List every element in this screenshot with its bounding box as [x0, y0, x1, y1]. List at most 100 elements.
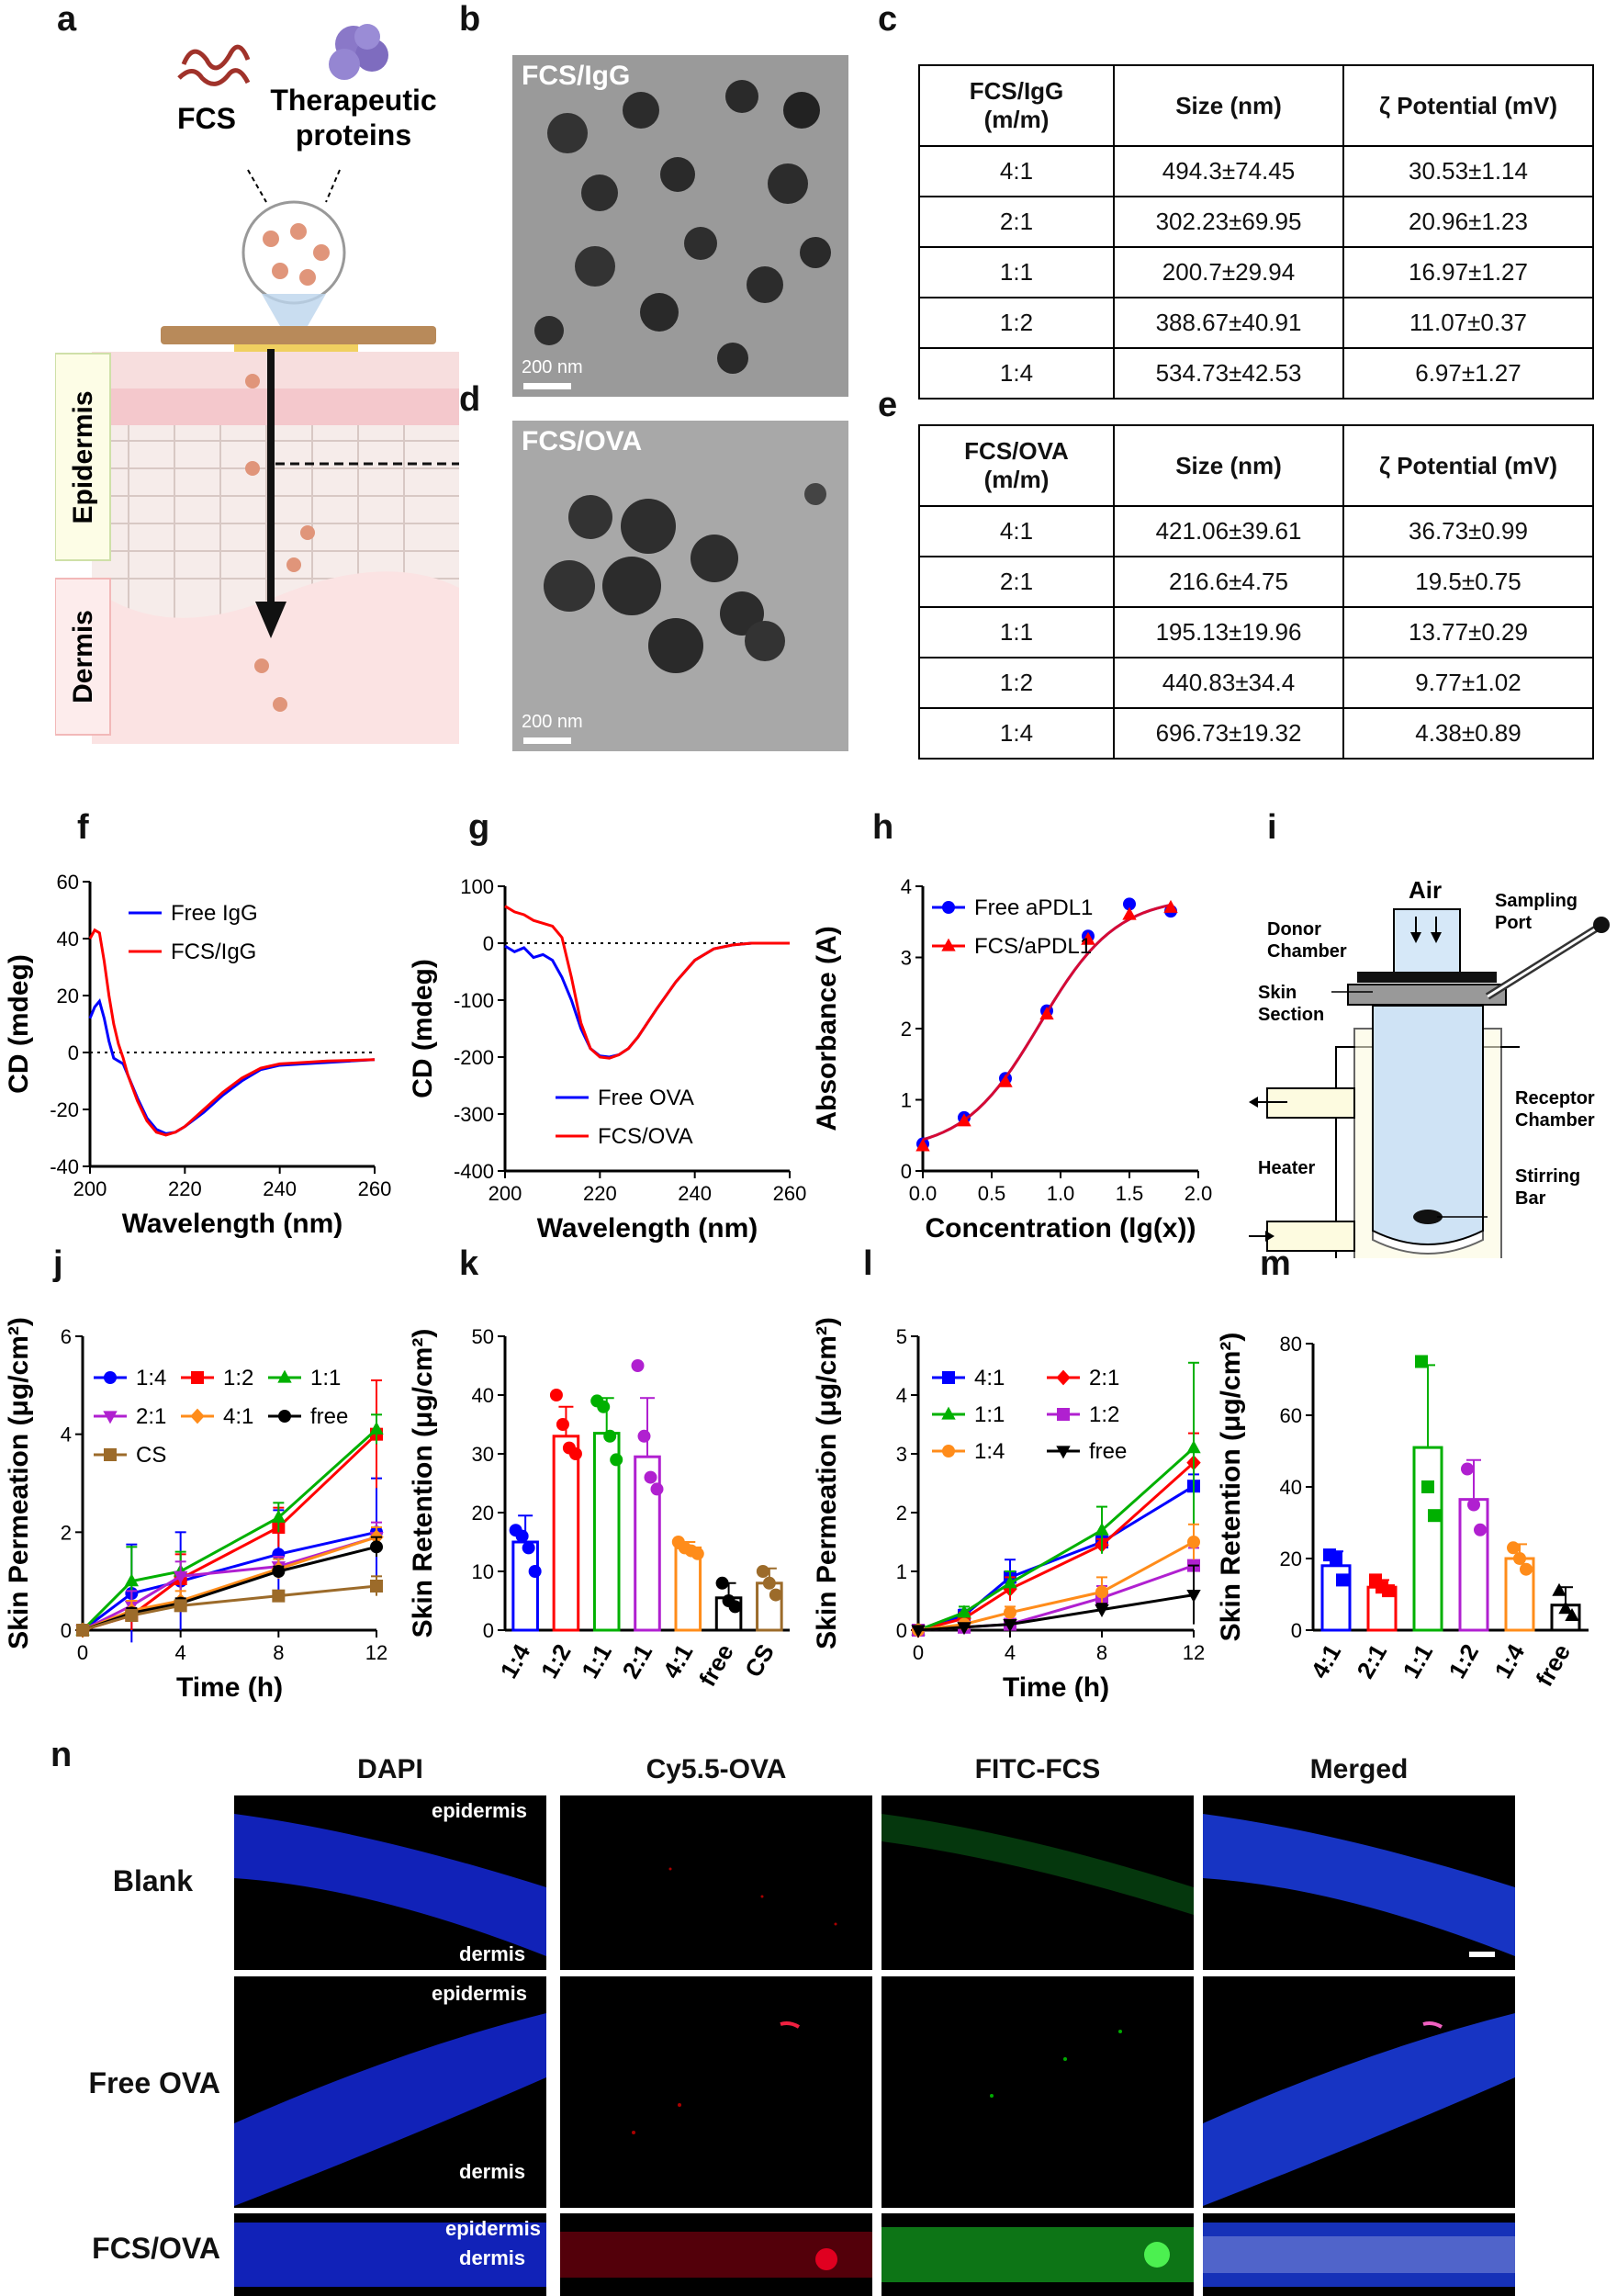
data-point: [728, 1600, 742, 1614]
data-point: [915, 1138, 930, 1152]
data-point: [1187, 1536, 1200, 1548]
legend-marker: [1057, 1408, 1070, 1421]
y-tick-label: -400: [454, 1160, 494, 1183]
series-line-2:1: [917, 1461, 1196, 1632]
table-row: 1:4 534.73±42.53 6.97±1.27: [918, 347, 1594, 400]
tem-title-igg: FCS/IgG: [522, 61, 631, 91]
legend-marker: [190, 1408, 205, 1424]
chart-j-permeation-igg: 0 2 4 6 0 4 8 12 Time (h) Skin Permeation (μg/cm²…: [4, 1317, 387, 1703]
table-fcs-ova: FCS/OVA (m/m) Size (nm) ζ Potential (mV) …: [918, 424, 1594, 760]
dermis-label: Dermis: [68, 610, 98, 703]
x-tick-label: 220: [583, 1182, 617, 1205]
therapeutic-protein-icon: [329, 24, 388, 80]
x-tick-label: 12: [365, 1641, 387, 1664]
category-label: 1:2: [1443, 1639, 1484, 1683]
data-point: [515, 1529, 529, 1543]
chart-h-absorbance: 0 1 2 3 4 0.0 0.5 1.0 1.5 2.0 Concentration (lg(x)…: [812, 875, 1212, 1244]
tem-image-fcs-ova: FCS/OVA 200 nm: [512, 421, 848, 751]
y-tick-label: 1: [896, 1560, 907, 1583]
y-tick-label: 4: [896, 1384, 907, 1407]
y-tick-label: 0: [61, 1619, 72, 1642]
data-point: [1095, 1522, 1109, 1536]
skin-section-icon: [1347, 984, 1507, 1006]
x-tick-label: 200: [73, 1177, 107, 1200]
y-axis-label: Skin Permeation (μg/cm²): [4, 1317, 34, 1649]
y-tick-label: -300: [454, 1103, 494, 1126]
legend-label: FCS/IgG: [171, 940, 256, 964]
fcs-polymer-icon: [177, 44, 251, 86]
y-tick-label: 100: [460, 875, 494, 898]
table-e-header-ratio: FCS/OVA (m/m): [918, 424, 1115, 507]
x-tick-label: 1.0: [1047, 1182, 1075, 1205]
y-tick-label: 30: [472, 1443, 494, 1466]
data-point: [1520, 1562, 1533, 1576]
sampling-label-2: Port: [1495, 913, 1532, 933]
heater-label: Heater: [1258, 1158, 1315, 1178]
y-tick-label: 5: [896, 1325, 907, 1348]
legend-marker: [1056, 1446, 1071, 1459]
data-point: [1513, 1552, 1526, 1565]
y-tick-label: 40: [57, 928, 79, 951]
data-point: [957, 1604, 971, 1618]
data-point: [1095, 1604, 1109, 1617]
y-tick-label: 50: [472, 1325, 494, 1348]
data-point: [271, 1509, 286, 1523]
tem-particles-igg: [534, 80, 831, 374]
data-point: [603, 1429, 617, 1443]
tem-image-fcs-igg: FCS/IgG 200 nm: [512, 55, 848, 397]
micro-free-fitc: [881, 1976, 1194, 2208]
data-point: [1461, 1462, 1474, 1476]
category-label: 1:1: [576, 1639, 617, 1683]
x-tick-label: 4: [1005, 1641, 1016, 1664]
row-head-fcs-ova: FCS/OVA: [92, 2232, 220, 2265]
y-axis-label: CD (mdeg): [4, 954, 34, 1094]
y-tick-label: 20: [472, 1502, 494, 1525]
data-point: [957, 1113, 971, 1127]
category-label: 1:4: [1488, 1639, 1530, 1683]
legend-label: Free OVA: [598, 1086, 694, 1110]
data-point: [1382, 1584, 1395, 1598]
table-row: 1:1 195.13±19.96 13.77±0.29: [918, 606, 1594, 658]
table-row: 1:2 440.83±34.4 9.77±1.02: [918, 657, 1594, 709]
data-point: [715, 1576, 729, 1590]
table-e-header-zeta: ζ Potential (mV): [1342, 424, 1594, 507]
y-tick-label: 10: [472, 1560, 494, 1583]
stirring-label-2: Bar: [1515, 1188, 1546, 1209]
panel-letter-d: d: [459, 380, 481, 419]
x-tick-label: 0.5: [978, 1182, 1006, 1205]
scale-label-igg: 200 nm: [522, 357, 583, 377]
panel-letter-c: c: [878, 0, 898, 39]
panel-letter-l: l: [863, 1244, 873, 1283]
y-tick-label: 2: [901, 1018, 912, 1041]
data-point: [124, 1573, 140, 1587]
col-head-cy55: Cy5.5-OVA: [646, 1754, 787, 1784]
scale-label-ova: 200 nm: [522, 712, 583, 732]
y-tick-label: 3: [901, 947, 912, 970]
micro-fcs-dapi: epidermis dermis: [234, 2213, 546, 2296]
panel-letter-j: j: [53, 1244, 63, 1283]
x-tick-label: 200: [488, 1182, 522, 1205]
legend-marker: [104, 1448, 117, 1461]
data-point: [650, 1482, 664, 1496]
table-row: 4:1 421.06±39.61 36.73±0.99: [918, 505, 1594, 557]
skin-label-1: Skin: [1258, 983, 1297, 1003]
data-point: [1163, 899, 1178, 913]
panel-letter-f: f: [77, 808, 89, 847]
category-label: 1:1: [1397, 1639, 1438, 1683]
data-point: [1004, 1605, 1016, 1619]
x-tick-label: 240: [678, 1182, 712, 1205]
panel-letter-k: k: [459, 1244, 479, 1283]
legend-marker: [191, 1371, 204, 1384]
chart-m-retention-ova: 0 20 40 60 80 4:1 2:1 1:1 1:2 1:4 free Skin Retenti…: [1216, 1333, 1589, 1691]
fcs-label: FCS: [177, 102, 236, 135]
sampling-port-icon: [1593, 917, 1610, 933]
micro-fcs-cy55: [560, 2213, 872, 2296]
panel-a-schematic: FCS Therapeutic proteins Epidermis Dermi…: [55, 24, 459, 744]
data-point: [556, 1418, 569, 1431]
data-point: [597, 1400, 611, 1413]
stirring-label-1: Stirring: [1515, 1166, 1580, 1187]
donor-label-2: Chamber: [1267, 941, 1347, 962]
legend-label: 2:1: [1089, 1366, 1119, 1390]
x-tick-label: 8: [1096, 1641, 1107, 1664]
legend-marker: [1056, 1369, 1071, 1386]
